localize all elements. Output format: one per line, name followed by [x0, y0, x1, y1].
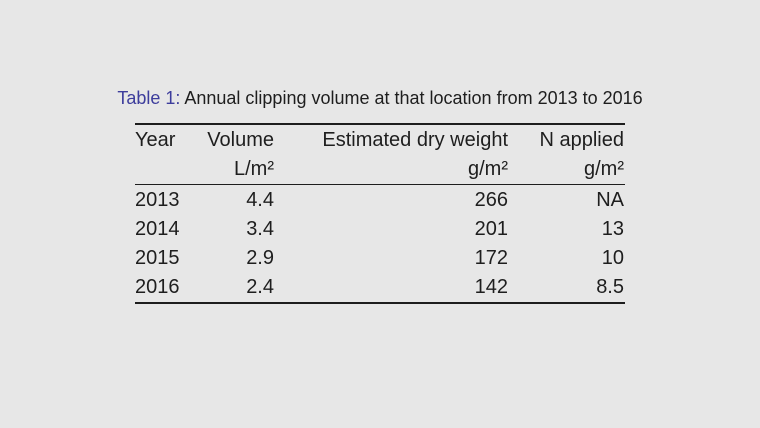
table-cell: 2013: [135, 189, 180, 211]
table-cell: NA: [596, 189, 624, 211]
table-cell: 3.4: [246, 218, 274, 240]
caption-label: Table 1:: [117, 88, 181, 108]
caption-text: Annual clipping volume at that location …: [184, 88, 643, 108]
table-cell: 201: [474, 218, 508, 240]
column-header: Year: [135, 129, 176, 151]
table-cell: 172: [474, 247, 508, 269]
mid-rule: [135, 184, 625, 185]
table-cell: 142: [474, 276, 508, 298]
column-unit: g/m²: [468, 158, 508, 180]
table-caption: Table 1: Annual clipping volume at that …: [0, 88, 760, 109]
column-header: Volume: [207, 129, 274, 151]
column-unit: L/m²: [234, 158, 274, 180]
table-cell: 4.4: [246, 189, 274, 211]
table-cell: 13: [601, 218, 624, 240]
column-header: Estimated dry weight: [322, 129, 508, 151]
table-cell: 2015: [135, 247, 180, 269]
top-rule: [135, 123, 625, 125]
table-cell: 2014: [135, 218, 180, 240]
column-unit: g/m²: [584, 158, 624, 180]
table-cell: 2.9: [246, 247, 274, 269]
table-cell: 266: [474, 189, 508, 211]
column-header: N applied: [539, 129, 624, 151]
table-cell: 10: [601, 247, 624, 269]
table-cell: 2.4: [246, 276, 274, 298]
bottom-rule: [135, 302, 625, 304]
table-cell: 8.5: [596, 276, 624, 298]
table-cell: 2016: [135, 276, 180, 298]
